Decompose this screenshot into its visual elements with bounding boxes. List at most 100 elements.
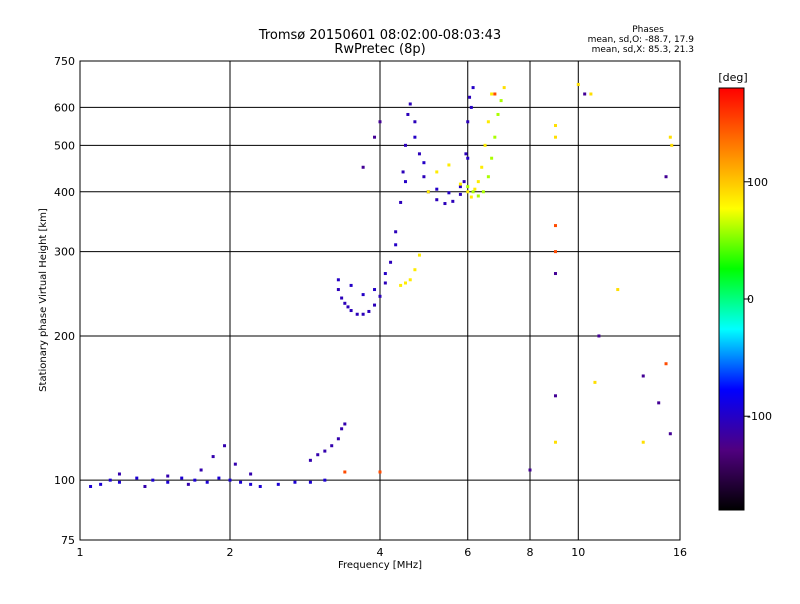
x-tick-label: 4 — [377, 546, 384, 559]
echo-point — [443, 202, 447, 206]
echo-point — [89, 484, 93, 488]
echo-point — [373, 135, 377, 139]
echo-point — [417, 152, 421, 156]
echo-point — [361, 312, 365, 316]
echo-point — [553, 135, 557, 139]
colorbar-tick-label: 0 — [747, 293, 754, 306]
echo-point — [447, 163, 451, 167]
echo-point — [217, 476, 221, 480]
echo-point — [553, 440, 557, 444]
echo-point — [616, 288, 620, 292]
echo-point — [343, 470, 347, 474]
echo-point — [308, 480, 312, 484]
y-tick-label: 750 — [54, 55, 75, 68]
echo-point — [417, 253, 421, 257]
echo-point — [466, 156, 470, 160]
chart-title-line1: Tromsø 20150601 08:02:00-08:03:43 — [258, 28, 501, 43]
echo-point — [670, 143, 674, 147]
echo-point — [496, 112, 500, 116]
echo-point — [117, 480, 121, 484]
echo-point — [553, 124, 557, 128]
echo-point — [316, 453, 320, 457]
echo-point — [469, 195, 473, 199]
echo-point — [469, 105, 473, 109]
echo-point — [394, 230, 398, 234]
echo-point — [378, 294, 382, 298]
echo-point — [373, 288, 377, 292]
echo-point — [480, 165, 484, 169]
echo-point — [476, 194, 480, 198]
echo-point — [403, 143, 407, 147]
echo-point — [323, 478, 327, 482]
echo-point — [473, 187, 477, 191]
echo-point — [330, 444, 334, 448]
y-tick-label: 300 — [54, 246, 75, 259]
echo-point — [408, 102, 412, 106]
echo-point — [340, 427, 344, 431]
echo-point — [378, 120, 382, 124]
echo-point — [490, 156, 494, 160]
phases-heading: Phases — [632, 25, 664, 35]
echo-point — [293, 480, 297, 484]
echo-point — [223, 444, 227, 448]
echo-point — [403, 281, 407, 285]
echo-point — [657, 401, 661, 405]
echo-point — [553, 250, 557, 254]
echo-point — [553, 224, 557, 228]
y-tick-label: 200 — [54, 330, 75, 343]
echo-point — [349, 283, 353, 287]
echo-point — [228, 478, 232, 482]
echo-point — [493, 92, 497, 96]
echo-point — [435, 170, 439, 174]
echo-point — [462, 180, 466, 184]
data-points — [89, 82, 674, 488]
x-tick-label: 8 — [527, 546, 534, 559]
echo-point — [349, 309, 353, 313]
colorbar — [718, 87, 745, 511]
echo-point — [361, 293, 365, 297]
echo-point — [641, 374, 645, 378]
echo-point — [151, 478, 155, 482]
echo-point — [486, 120, 490, 124]
echo-point — [166, 480, 170, 484]
x-tick-label: 6 — [464, 546, 471, 559]
echo-point — [435, 187, 439, 191]
echo-point — [308, 458, 312, 462]
echo-point — [233, 462, 237, 466]
echo-point — [499, 99, 503, 103]
echo-point — [447, 191, 451, 195]
echo-point — [422, 175, 426, 179]
echo-point — [528, 468, 532, 472]
x-tick-labels: 1 2 4 6 8 10 16 — [77, 546, 688, 559]
echo-point — [406, 112, 410, 116]
echo-point — [373, 303, 377, 307]
echo-point — [668, 135, 672, 139]
echo-point — [471, 190, 475, 194]
y-axis-title: Stationary phase Virtual Height [km] — [38, 208, 49, 392]
y-tick-label: 100 — [54, 474, 75, 487]
colorbar-ticks: 100 0 -100 — [744, 176, 772, 423]
echo-point — [276, 482, 280, 486]
echo-point — [199, 468, 203, 472]
echo-point — [664, 362, 668, 366]
echo-point — [422, 161, 426, 165]
echo-point — [481, 190, 485, 194]
echo-point — [589, 92, 593, 96]
echo-point — [186, 482, 190, 486]
chart-title-line2: RwPretec (8p) — [334, 42, 425, 57]
echo-point — [458, 185, 462, 189]
echo-point — [336, 288, 340, 292]
echo-point — [553, 272, 557, 276]
echo-point — [583, 92, 587, 96]
echo-point — [486, 175, 490, 179]
echo-point — [502, 86, 506, 90]
echo-point — [553, 394, 557, 398]
echo-point — [471, 86, 475, 90]
echo-point — [355, 312, 359, 316]
echo-point — [451, 199, 455, 203]
echo-point — [193, 478, 197, 482]
echo-point — [343, 422, 347, 426]
echo-point — [403, 180, 407, 184]
echo-point — [394, 243, 398, 247]
